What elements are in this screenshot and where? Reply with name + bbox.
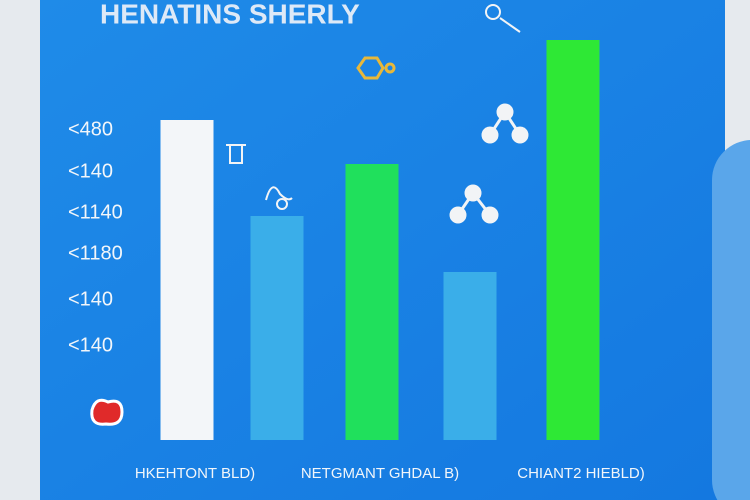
bar: [345, 164, 399, 440]
blob-icon: [90, 398, 124, 426]
bar: [250, 216, 304, 440]
y-tick-label: <1140: [68, 201, 123, 223]
x-tick-label: HKEHTONT BLD): [135, 465, 255, 482]
small-icons: [226, 4, 521, 210]
bar: [443, 272, 497, 440]
y-tick-label: <480: [68, 118, 113, 140]
side-shape: [712, 140, 750, 500]
y-tick-label: <140: [68, 160, 113, 182]
y-tick-label: <1180: [68, 242, 123, 264]
chart-title: HENATINS SHERLY: [100, 0, 360, 29]
x-tick-label: CHIANT2 HIEBLD): [517, 465, 645, 482]
bar: [160, 120, 214, 440]
molecule-icon: [449, 103, 529, 224]
hexagon-icon: [356, 56, 396, 80]
x-tick-label: NETGMANT GHDAL B): [301, 465, 459, 482]
y-tick-label: <140: [68, 288, 113, 310]
bar: [546, 40, 600, 440]
y-tick-label: <140: [68, 334, 113, 356]
